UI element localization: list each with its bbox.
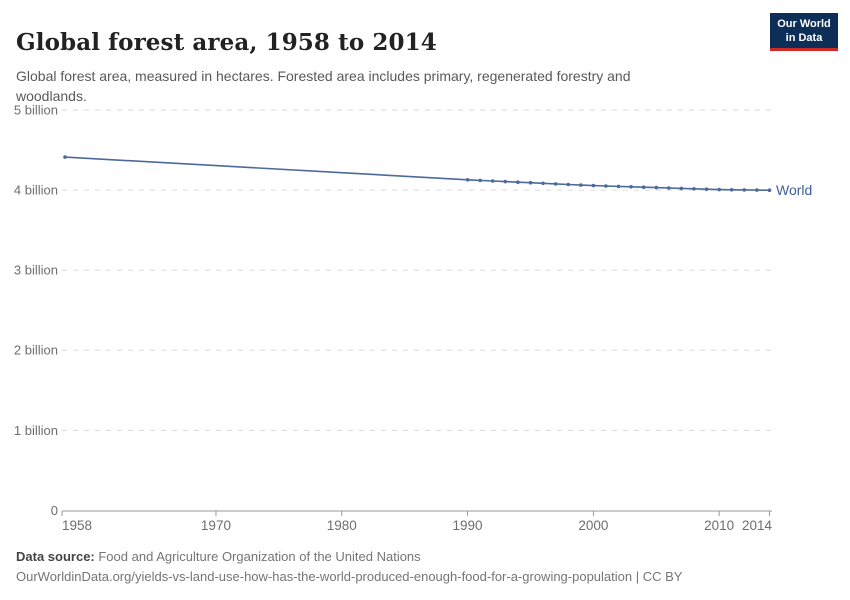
data-point-marker[interactable] xyxy=(490,179,495,183)
data-point-marker[interactable] xyxy=(604,184,608,188)
data-point-marker[interactable] xyxy=(704,187,709,191)
series-end-label: World xyxy=(776,182,812,198)
data-point-marker[interactable] xyxy=(528,180,533,185)
x-tick-label: 2000 xyxy=(578,518,608,533)
chart-canvas[interactable]: 0 1 billion 2 billion 3 billion 4 billion 5 b… xyxy=(0,0,850,545)
data-point-marker[interactable] xyxy=(616,184,621,189)
data-point-marker[interactable] xyxy=(63,155,67,159)
data-point-marker[interactable] xyxy=(503,179,508,184)
data-point-marker[interactable] xyxy=(654,185,659,190)
x-tick-label: 2010 xyxy=(704,518,734,533)
data-point-marker[interactable] xyxy=(667,186,671,190)
y-tick-label: 1 billion xyxy=(14,423,58,438)
x-tick-label: 2014 xyxy=(742,518,773,533)
y-tick-label: 3 billion xyxy=(14,263,58,278)
data-point-marker[interactable] xyxy=(717,187,721,192)
data-point-marker[interactable] xyxy=(478,178,482,183)
x-tick-label: 1990 xyxy=(453,518,483,533)
data-point-marker[interactable] xyxy=(465,178,470,182)
data-source-text: Food and Agriculture Organization of the… xyxy=(94,549,421,564)
y-tick-label: 4 billion xyxy=(14,183,58,198)
y-tick-label: 0 xyxy=(51,503,58,518)
chart-subtitle: Global forest area, measured in hectares… xyxy=(16,68,631,105)
data-source-line: Data source: Food and Agriculture Organi… xyxy=(16,547,682,567)
url-license-line: OurWorldinData.org/yields-vs-land-use-ho… xyxy=(16,569,683,585)
data-point-marker[interactable] xyxy=(729,188,734,192)
data-point-marker[interactable] xyxy=(767,188,772,192)
data-point-marker[interactable] xyxy=(579,183,583,187)
data-point-marker[interactable] xyxy=(692,187,696,191)
chart-title: Global forest area, 1958 to 2014 xyxy=(16,29,437,57)
data-point-marker[interactable] xyxy=(679,186,684,191)
x-tick-label: 1970 xyxy=(201,518,231,533)
series-line-world xyxy=(64,156,771,191)
x-tick-label: 1980 xyxy=(327,518,357,533)
data-point-marker[interactable] xyxy=(591,183,596,188)
data-point-marker[interactable] xyxy=(516,180,520,184)
data-source-label: Data source: xyxy=(16,549,95,564)
x-tick-label: 1958 xyxy=(62,518,92,533)
data-point-marker[interactable] xyxy=(629,185,633,189)
y-tick-label: 5 billion xyxy=(14,102,58,117)
data-point-marker[interactable] xyxy=(755,188,759,192)
data-point-marker[interactable] xyxy=(641,185,646,189)
data-point-marker[interactable] xyxy=(553,182,558,186)
y-tick-label: 2 billion xyxy=(14,343,58,358)
data-point-marker[interactable] xyxy=(541,181,545,186)
data-point-marker[interactable] xyxy=(566,182,570,187)
data-point-marker[interactable] xyxy=(742,188,747,192)
chart-footer: Data source: Food and Agriculture Organi… xyxy=(16,547,682,587)
